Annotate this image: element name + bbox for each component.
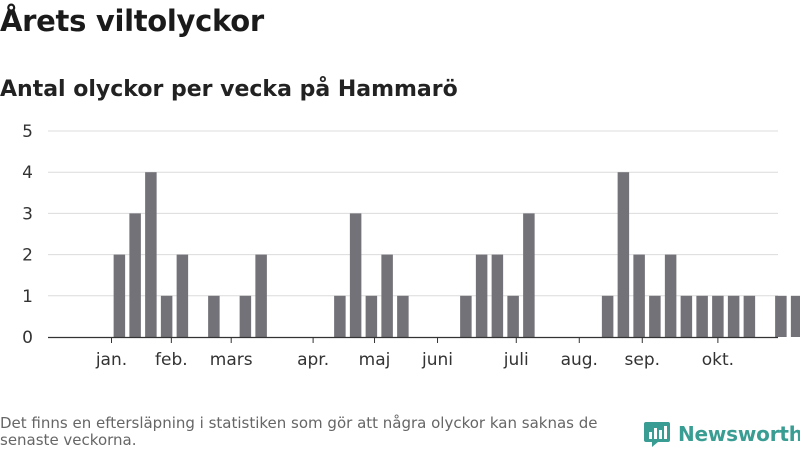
y-axis: 0 1 2 3 4 5: [22, 122, 33, 348]
bar: [523, 213, 535, 337]
bar: [239, 295, 252, 337]
bar: [712, 295, 724, 337]
bar: [790, 295, 800, 337]
bar: [397, 295, 409, 337]
y-tick-label: 0: [22, 328, 33, 348]
bar-chart-icon: [644, 422, 670, 447]
bar: [381, 254, 393, 337]
x-tick-label: feb.: [155, 350, 188, 370]
x-tick-label: juli: [503, 350, 529, 370]
brand-name: Newsworthy: [678, 422, 800, 446]
bar-series: [113, 172, 800, 337]
bar: [680, 295, 693, 337]
bar: [334, 295, 346, 337]
y-tick-label: 5: [22, 122, 33, 142]
bar: [617, 172, 630, 337]
bar: [460, 295, 472, 337]
brand-logo[interactable]: Newsworthy: [644, 420, 800, 448]
bar: [349, 213, 362, 337]
x-tick-label: aug.: [561, 350, 598, 370]
bar: [775, 295, 787, 337]
bar: [633, 254, 645, 337]
bar: [255, 254, 267, 337]
bar: [475, 254, 488, 337]
bar: [601, 295, 614, 337]
chart-subtitle: Antal olyckor per vecka på Hammarö: [0, 77, 458, 102]
x-axis: jan. feb. mars apr. maj juni juli aug. sep. okt.: [48, 336, 778, 370]
x-tick-label: mars: [210, 350, 253, 370]
y-tick-label: 3: [22, 204, 33, 224]
bar: [208, 295, 220, 337]
x-tick-label: maj: [359, 350, 391, 370]
bar: [491, 254, 504, 337]
bar: [743, 295, 756, 337]
x-tick-label: juni: [421, 350, 453, 370]
bar: [113, 254, 126, 337]
bar: [696, 295, 708, 337]
y-tick-label: 1: [22, 287, 33, 307]
bar: [176, 254, 189, 337]
bar: [145, 172, 157, 337]
y-tick-label: 4: [22, 163, 33, 183]
bar: [664, 254, 677, 337]
bar: [365, 295, 378, 337]
x-tick-label: apr.: [297, 350, 329, 370]
bar: [129, 213, 141, 337]
chart-title: Årets viltolyckor: [0, 4, 264, 38]
y-tick-label: 2: [22, 246, 33, 266]
x-tick-label: jan.: [95, 350, 127, 370]
x-tick-label: okt.: [702, 350, 734, 370]
bar: [727, 295, 740, 337]
bar: [507, 295, 519, 337]
bar: [649, 295, 661, 337]
x-tick-label: sep.: [625, 350, 661, 370]
footnote: Det finns en eftersläpning i statistiken…: [0, 414, 598, 449]
bar: [160, 295, 173, 337]
